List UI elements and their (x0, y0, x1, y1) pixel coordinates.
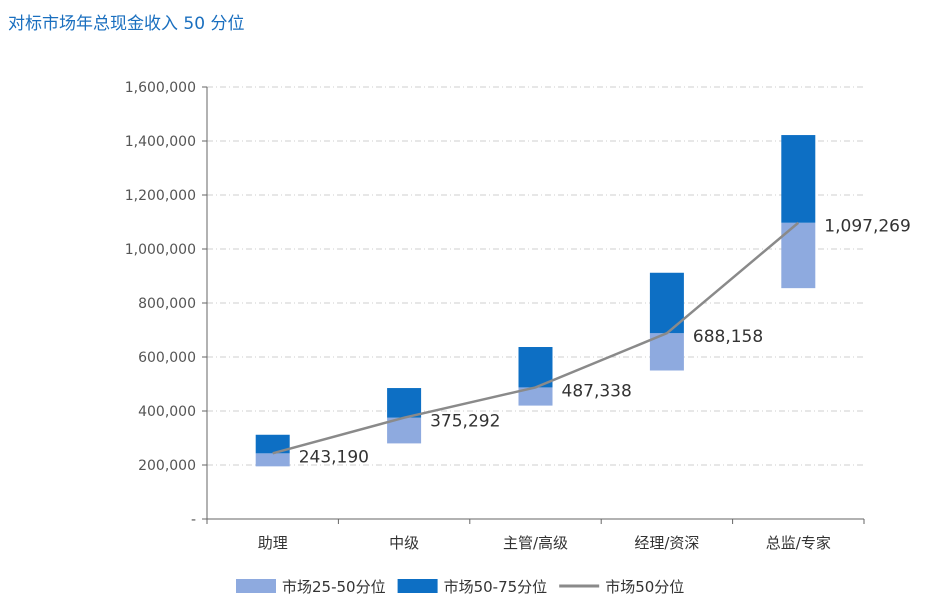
data-label: 688,158 (693, 327, 763, 347)
bar (649, 333, 684, 371)
bar (518, 387, 553, 406)
y-tick-label: 800,000 (138, 296, 196, 312)
bar (255, 453, 290, 467)
legend-swatch (236, 579, 276, 593)
y-tick-label: 400,000 (138, 404, 196, 420)
data-label: 1,097,269 (824, 217, 911, 237)
x-category-label: 中级 (389, 534, 419, 552)
bar (781, 135, 816, 223)
legend-swatch (397, 579, 438, 593)
bar (518, 347, 553, 388)
y-tick-label: 1,400,000 (125, 134, 196, 150)
y-tick-label: 200,000 (138, 458, 196, 474)
x-category-label: 经理/资深 (634, 534, 699, 552)
y-tick-label: 1,600,000 (125, 80, 196, 96)
y-tick-label: 1,000,000 (125, 242, 196, 258)
data-label: 243,190 (299, 447, 369, 467)
x-category-label: 总监/专家 (766, 534, 831, 552)
y-tick-label: 1,200,000 (125, 188, 196, 204)
x-category-label: 主管/高级 (503, 534, 568, 552)
bar (255, 434, 290, 454)
chart-title: 对标市场年总现金收入 50 分位 (8, 14, 245, 34)
legend-label: 市场50分位 (605, 578, 684, 596)
legend-label: 市场25-50分位 (282, 578, 386, 596)
x-category-label: 助理 (258, 534, 288, 552)
data-label: 375,292 (430, 412, 500, 432)
bar (387, 388, 422, 418)
line-series (272, 221, 800, 455)
data-label: 487,338 (562, 381, 632, 401)
legend-label: 市场50-75分位 (444, 578, 548, 596)
y-tick-label: - (191, 512, 196, 528)
y-tick-label: 600,000 (138, 350, 196, 366)
